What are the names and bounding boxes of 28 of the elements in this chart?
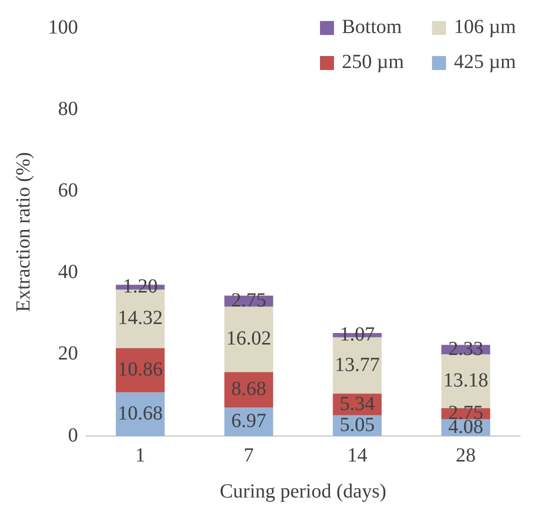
y-tick-label: 80 — [58, 98, 78, 120]
y-tick-label: 100 — [48, 16, 78, 38]
data-label: 2.75 — [231, 289, 266, 312]
data-label: 13.18 — [443, 369, 488, 392]
y-tick-label: 20 — [58, 342, 78, 365]
data-label: 8.68 — [231, 378, 266, 400]
legend-label: 106 µm — [454, 16, 516, 39]
bar — [224, 306, 274, 372]
y-axis-title: Extraction ratio (%) — [12, 152, 34, 312]
x-tick-label: 1 — [135, 444, 146, 466]
data-label: 10.86 — [118, 358, 163, 381]
y-tick-label: 0 — [68, 424, 78, 446]
data-label: 5.05 — [340, 414, 375, 436]
legend-label: 425 µm — [454, 51, 516, 74]
x-tick-label: 14 — [347, 444, 368, 466]
legend-label: 250 µm — [342, 51, 404, 74]
x-tick-label: 7 — [244, 444, 254, 466]
x-tick-label: 28 — [456, 444, 476, 466]
data-label: 16.02 — [226, 328, 272, 350]
data-label: 6.97 — [231, 410, 266, 432]
data-label: 14.32 — [118, 307, 163, 330]
data-label: 5.34 — [340, 392, 375, 415]
data-label: 10.68 — [118, 402, 163, 424]
x-axis-title: Curing period (days) — [220, 480, 386, 502]
legend-label: Bottom — [342, 16, 402, 39]
y-tick-label: 40 — [58, 261, 78, 284]
y-tick-label: 60 — [58, 179, 78, 202]
data-label: 13.77 — [334, 354, 380, 376]
